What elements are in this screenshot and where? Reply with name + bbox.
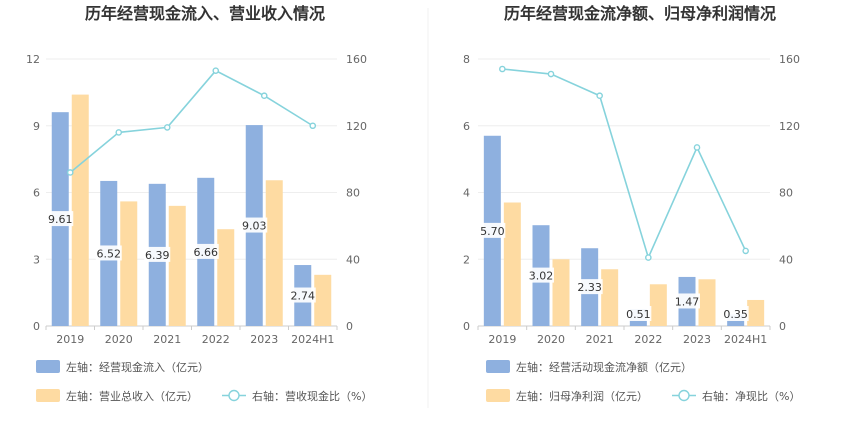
left-axis-tick-label: 8 xyxy=(463,53,470,66)
line-point xyxy=(547,70,555,78)
legend-swatch xyxy=(36,389,60,402)
left-axis-tick-label: 2 xyxy=(463,253,470,266)
left-axis-tick-label: 9 xyxy=(33,120,40,133)
bar-secondary xyxy=(71,94,89,326)
data-label-bg xyxy=(625,306,652,321)
line-point xyxy=(499,65,506,73)
ratio-line xyxy=(69,69,314,174)
x-axis-tick-label: 2020 xyxy=(105,333,133,346)
line-point xyxy=(309,122,317,130)
right-axis-tick-label: 0 xyxy=(346,320,353,333)
right-axis-tick-label: 160 xyxy=(779,53,800,66)
bar-secondary xyxy=(747,299,765,326)
x-axis-tick-label: 2023 xyxy=(250,333,278,346)
legend-label: 右轴：营收现金比（%） xyxy=(252,389,372,403)
legend-label: 左轴：经营现金流入（亿元） xyxy=(66,360,209,374)
line-point xyxy=(66,169,74,176)
legend-swatch xyxy=(486,389,510,402)
bar-secondary xyxy=(120,201,138,326)
legend-swatch xyxy=(36,360,60,373)
data-label: 5.70 xyxy=(480,225,505,238)
data-label: 6.52 xyxy=(97,247,122,260)
x-axis-tick-label: 2023 xyxy=(683,333,711,346)
right-axis-tick-label: 160 xyxy=(346,53,367,66)
left-axis-tick-label: 0 xyxy=(33,320,40,333)
chart-panel-net-cash: 历年经营现金流净额、归母净利润情况 0 0 2 40 4 80 6 120 8 160 2019 202… xyxy=(463,4,800,403)
legend-marker xyxy=(228,389,240,402)
legend-label: 左轴：营业总收入（亿元） xyxy=(66,389,198,403)
bar-secondary xyxy=(503,202,521,326)
data-label: 2.74 xyxy=(291,290,316,303)
legend-label: 左轴：经营活动现金流净额（亿元） xyxy=(516,360,692,374)
x-axis-tick-label: 2021 xyxy=(586,333,614,346)
x-axis-tick-label: 2019 xyxy=(56,333,84,346)
right-axis-tick-label: 120 xyxy=(779,120,800,133)
bar-secondary xyxy=(552,259,570,326)
bar-secondary xyxy=(698,279,716,326)
bar-secondary xyxy=(314,274,332,326)
left-axis-tick-label: 0 xyxy=(463,320,470,333)
data-label-bg xyxy=(47,211,74,227)
left-axis-tick-label: 6 xyxy=(463,120,470,133)
line-point xyxy=(163,124,171,131)
ratio-line xyxy=(502,68,747,260)
x-axis-tick-label: 2020 xyxy=(537,333,565,346)
data-label: 0.51 xyxy=(626,308,651,321)
x-axis-tick-label: 2022 xyxy=(634,333,662,346)
bar-secondary xyxy=(168,205,186,326)
line-point xyxy=(693,144,701,151)
data-label-bg xyxy=(722,306,749,321)
chart-title: 历年经营现金流净额、归母净利润情况 xyxy=(504,4,776,23)
right-axis-tick-label: 120 xyxy=(346,120,367,133)
data-label-bg xyxy=(192,243,219,259)
bar-secondary xyxy=(217,229,235,326)
x-axis-tick-label: 2022 xyxy=(202,333,230,346)
data-label: 1.47 xyxy=(675,295,700,308)
left-axis-tick-label: 12 xyxy=(26,53,40,66)
legend-label: 右轴：净现比（%） xyxy=(702,389,800,403)
chart-panel-cash-inflow: 历年经营现金流入、营业收入情况 0 0 3 40 6 80 9 120 12 160 2019 2020… xyxy=(26,4,372,403)
left-axis-tick-label: 4 xyxy=(463,187,470,200)
legend-swatch xyxy=(486,360,510,373)
data-label-bg xyxy=(144,246,171,262)
data-label: 6.39 xyxy=(145,249,170,262)
line-point xyxy=(742,247,749,255)
bar-secondary xyxy=(601,269,619,326)
data-label: 9.61 xyxy=(48,213,73,226)
right-axis-tick-label: 40 xyxy=(346,253,360,266)
data-label: 0.35 xyxy=(723,308,748,321)
bar-secondary xyxy=(265,180,283,326)
line-point xyxy=(596,92,603,100)
data-label-bg xyxy=(479,222,506,238)
data-label: 9.03 xyxy=(242,220,267,233)
x-axis-tick-label: 2021 xyxy=(153,333,181,346)
right-axis-tick-label: 80 xyxy=(779,187,793,200)
bar-secondary xyxy=(649,284,667,326)
data-label-bg xyxy=(674,293,700,309)
line-point xyxy=(260,92,268,100)
right-axis-tick-label: 40 xyxy=(779,253,793,266)
data-label-bg xyxy=(528,267,554,283)
data-label-bg xyxy=(95,245,122,261)
data-label: 3.02 xyxy=(529,270,554,283)
data-label: 2.33 xyxy=(577,281,602,294)
right-axis-tick-label: 80 xyxy=(346,187,360,200)
left-axis-tick-label: 3 xyxy=(33,253,40,266)
legend-label: 左轴：归母净利润（亿元） xyxy=(516,389,648,403)
x-axis-tick-label: 2024H1 xyxy=(724,333,767,346)
data-label: 6.66 xyxy=(194,246,219,259)
right-axis-tick-label: 0 xyxy=(779,320,786,333)
data-label-bg xyxy=(241,217,268,233)
data-label-bg xyxy=(576,279,603,295)
line-point xyxy=(212,67,220,74)
data-label-bg xyxy=(289,287,316,303)
x-axis-tick-label: 2024H1 xyxy=(291,333,334,346)
chart-title: 历年经营现金流入、营业收入情况 xyxy=(85,4,325,23)
legend-marker xyxy=(678,389,690,402)
x-axis-tick-label: 2019 xyxy=(488,333,516,346)
left-axis-tick-label: 6 xyxy=(33,187,40,200)
line-point xyxy=(645,254,652,261)
line-point xyxy=(115,129,123,136)
